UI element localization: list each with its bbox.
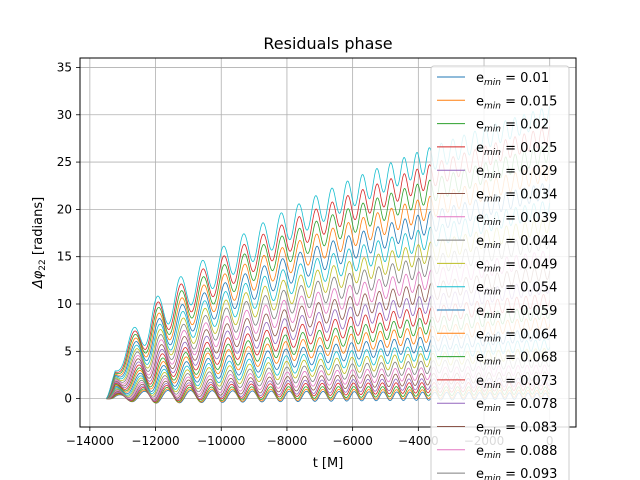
legend-entry: emin = 0.039 bbox=[476, 211, 557, 228]
y-tick-label: 35 bbox=[57, 60, 72, 74]
legend-entry: emin = 0.068 bbox=[476, 351, 557, 368]
x-tick-label: −6000 bbox=[332, 434, 373, 448]
legend-entry: emin = 0.034 bbox=[476, 188, 557, 205]
legend-entry: emin = 0.029 bbox=[476, 164, 557, 181]
legend-entry: emin = 0.073 bbox=[476, 374, 557, 391]
y-tick-label: 5 bbox=[64, 344, 72, 358]
legend-entry: emin = 0.088 bbox=[476, 444, 557, 461]
legend: emin = 0.01 emin = 0.015 emin = 0.02 emin =… bbox=[430, 65, 570, 480]
x-axis-label: t [M] bbox=[313, 456, 344, 471]
chart-title: Residuals phase bbox=[263, 34, 392, 53]
x-tick-label: −14000 bbox=[66, 434, 114, 448]
y-label-main: Δφ bbox=[31, 270, 46, 289]
legend-entry: emin = 0.054 bbox=[476, 281, 557, 298]
y-label-sub: 22 bbox=[38, 259, 48, 270]
legend-entry: emin = 0.064 bbox=[476, 327, 557, 344]
axes-frame bbox=[79, 57, 577, 428]
x-tick-label: −10000 bbox=[197, 434, 245, 448]
legend-entry: emin = 0.059 bbox=[476, 304, 557, 321]
legend-entry: emin = 0.083 bbox=[476, 421, 557, 438]
y-axis-label: Δφ22 [radians] bbox=[31, 197, 48, 289]
x-tick-label: −12000 bbox=[131, 434, 179, 448]
y-tick-label: 0 bbox=[64, 392, 72, 406]
legend-entry: emin = 0.025 bbox=[476, 141, 557, 158]
legend-entry: emin = 0.015 bbox=[476, 94, 557, 111]
legend-entry: emin = 0.093 bbox=[476, 467, 557, 480]
y-tick-label: 10 bbox=[57, 297, 72, 311]
y-tick-label: 20 bbox=[57, 202, 72, 216]
x-tick-label: −8000 bbox=[267, 434, 308, 448]
legend-frame bbox=[430, 65, 570, 480]
legend-entry: emin = 0.078 bbox=[476, 397, 557, 414]
legend-entry: emin = 0.02 bbox=[476, 118, 549, 135]
y-tick-label: 25 bbox=[57, 155, 72, 169]
x-tick-label: −4000 bbox=[398, 434, 439, 448]
legend-entry: emin = 0.044 bbox=[476, 234, 557, 251]
legend-entry: emin = 0.01 bbox=[476, 71, 549, 88]
legend-entry: emin = 0.049 bbox=[476, 257, 557, 274]
y-label-rest: [radians] bbox=[31, 197, 46, 259]
y-tick-label: 30 bbox=[57, 108, 72, 122]
y-tick-label: 15 bbox=[57, 250, 72, 264]
